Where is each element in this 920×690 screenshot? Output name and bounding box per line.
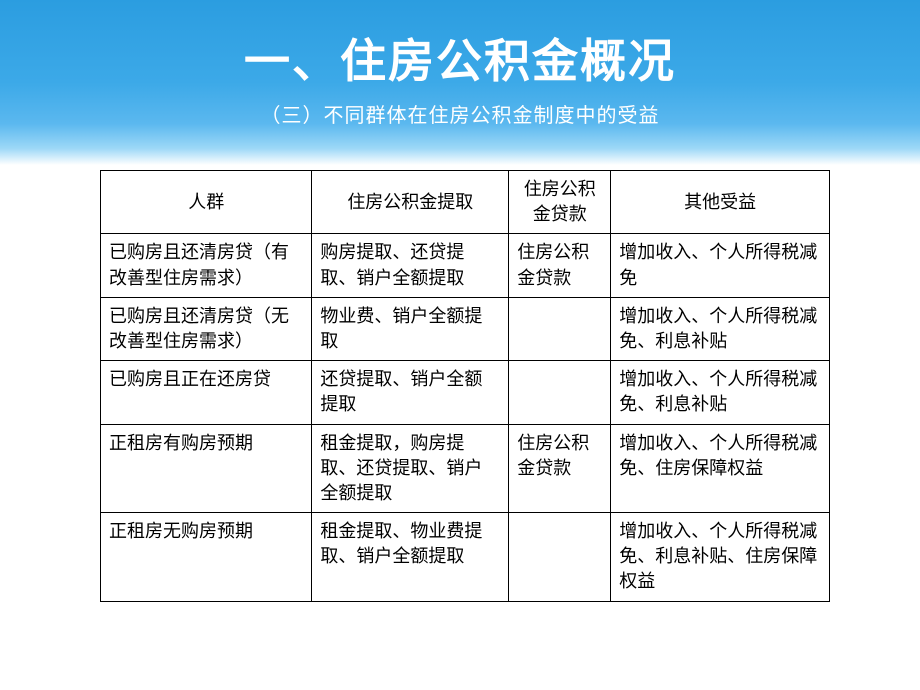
column-header-group: 人群 bbox=[101, 171, 312, 234]
cell-withdraw: 还贷提取、销户全额提取 bbox=[312, 361, 509, 424]
cell-other: 增加收入、个人所得税减免、利息补贴 bbox=[611, 361, 830, 424]
cell-loan bbox=[509, 297, 611, 360]
cell-other: 增加收入、个人所得税减免、利息补贴 bbox=[611, 297, 830, 360]
cell-withdraw: 租金提取，购房提取、还贷提取、销户全额提取 bbox=[312, 424, 509, 513]
table-row: 已购房且还清房贷（无改善型住房需求） 物业费、销户全额提取 增加收入、个人所得税… bbox=[101, 297, 830, 360]
cell-other: 增加收入、个人所得税减免、住房保障权益 bbox=[611, 424, 830, 513]
cell-loan: 住房公积金贷款 bbox=[509, 234, 611, 297]
table-row: 正租房无购房预期 租金提取、物业费提取、销户全额提取 增加收入、个人所得税减免、… bbox=[101, 513, 830, 602]
cell-group: 正租房无购房预期 bbox=[101, 513, 312, 602]
table-container: 人群 住房公积金提取 住房公积金贷款 其他受益 已购房且还清房贷（有改善型住房需… bbox=[0, 165, 920, 602]
cell-other: 增加收入、个人所得税减免、利息补贴、住房保障权益 bbox=[611, 513, 830, 602]
cell-loan bbox=[509, 361, 611, 424]
column-header-loan: 住房公积金贷款 bbox=[509, 171, 611, 234]
cell-group: 已购房且还清房贷（有改善型住房需求） bbox=[101, 234, 312, 297]
table-header-row: 人群 住房公积金提取 住房公积金贷款 其他受益 bbox=[101, 171, 830, 234]
column-header-other: 其他受益 bbox=[611, 171, 830, 234]
cell-group: 正租房有购房预期 bbox=[101, 424, 312, 513]
cell-withdraw: 购房提取、还贷提取、销户全额提取 bbox=[312, 234, 509, 297]
cell-withdraw: 物业费、销户全额提取 bbox=[312, 297, 509, 360]
table-row: 已购房且正在还房贷 还贷提取、销户全额提取 增加收入、个人所得税减免、利息补贴 bbox=[101, 361, 830, 424]
cell-loan: 住房公积金贷款 bbox=[509, 424, 611, 513]
column-header-withdraw: 住房公积金提取 bbox=[312, 171, 509, 234]
slide-subtitle: （三）不同群体在住房公积金制度中的受益 bbox=[0, 99, 920, 128]
table-row: 已购房且还清房贷（有改善型住房需求） 购房提取、还贷提取、销户全额提取 住房公积… bbox=[101, 234, 830, 297]
cell-withdraw: 租金提取、物业费提取、销户全额提取 bbox=[312, 513, 509, 602]
cell-group: 已购房且还清房贷（无改善型住房需求） bbox=[101, 297, 312, 360]
cell-other: 增加收入、个人所得税减免 bbox=[611, 234, 830, 297]
table-row: 正租房有购房预期 租金提取，购房提取、还贷提取、销户全额提取 住房公积金贷款 增… bbox=[101, 424, 830, 513]
cell-loan bbox=[509, 513, 611, 602]
cell-group: 已购房且正在还房贷 bbox=[101, 361, 312, 424]
slide-header: 一、住房公积金概况 （三）不同群体在住房公积金制度中的受益 bbox=[0, 0, 920, 165]
benefits-table: 人群 住房公积金提取 住房公积金贷款 其他受益 已购房且还清房贷（有改善型住房需… bbox=[100, 170, 830, 602]
slide-title: 一、住房公积金概况 bbox=[0, 25, 920, 91]
